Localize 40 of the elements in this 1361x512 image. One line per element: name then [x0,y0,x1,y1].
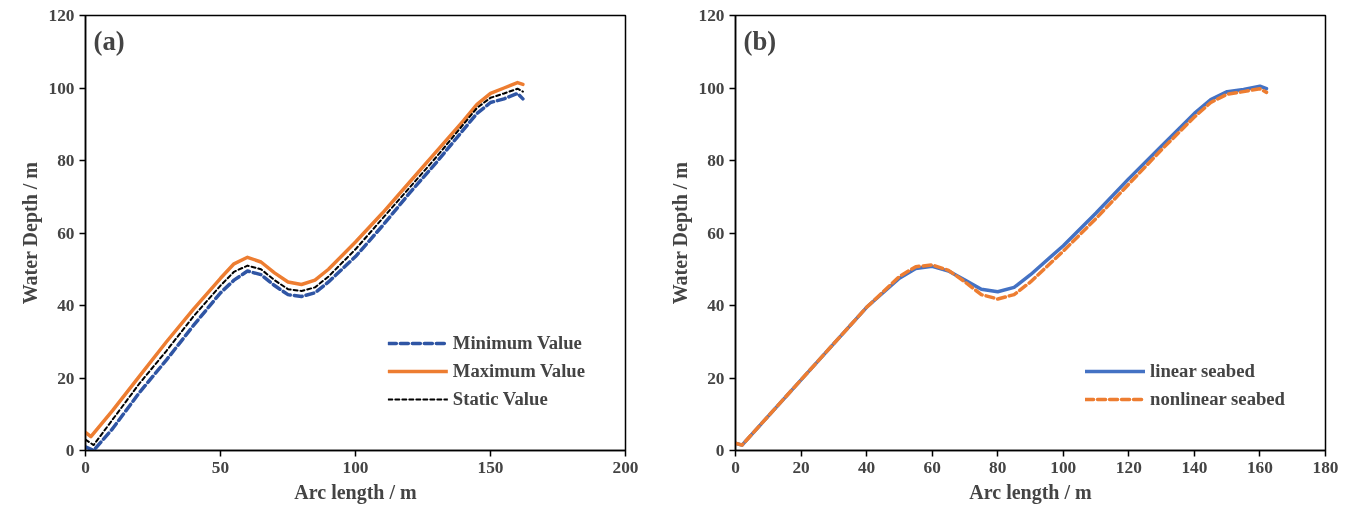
x-axis-title: Arc length / m [294,480,418,504]
y-tick-label: 0 [715,441,725,460]
y-tick-label: 20 [57,368,75,388]
x-tick-label: 100 [1050,457,1077,477]
legend-label: Static Value [452,388,548,410]
legend-label: Minimum Value [452,332,582,354]
y-tick-label: 60 [707,223,725,243]
x-tick-label: 160 [1246,457,1273,477]
x-tick-label: 80 [989,457,1007,477]
y-tick-label: 40 [57,296,75,315]
x-tick-label: 200 [612,457,639,477]
x-tick-label: 140 [1181,457,1208,477]
y-tick-label: 60 [57,223,75,243]
y-tick-label: 0 [65,441,75,460]
annotation: (a) [93,25,125,56]
y-tick-label: 120 [48,6,75,25]
y-tick-label: 100 [698,78,725,98]
x-axis-title: Arc length / m [969,480,1093,504]
y-tick-label: 100 [48,78,75,98]
y-tick-label: 40 [707,296,725,315]
annotation: (b) [743,25,777,56]
y-tick-label: 80 [707,151,725,170]
x-tick-label: 150 [477,457,504,477]
y-axis-title: Water Depth / m [18,161,42,305]
x-tick-label: 50 [211,457,230,477]
x-tick-label: 0 [731,457,740,477]
x-tick-label: 0 [81,457,90,477]
x-tick-label: 20 [792,457,810,477]
y-axis-title: Water Depth / m [668,161,692,305]
x-tick-label: 100 [342,457,369,477]
legend-label: Maximum Value [452,360,585,382]
x-tick-label: 40 [857,457,876,477]
legend-label: linear seabed [1150,360,1255,382]
x-tick-label: 180 [1312,457,1339,477]
y-tick-label: 80 [57,151,75,170]
x-tick-label: 120 [1115,457,1142,477]
x-tick-label: 60 [923,457,941,477]
legend-label: nonlinear seabed [1150,388,1285,410]
y-tick-label: 120 [698,6,725,25]
y-tick-label: 20 [707,368,725,388]
